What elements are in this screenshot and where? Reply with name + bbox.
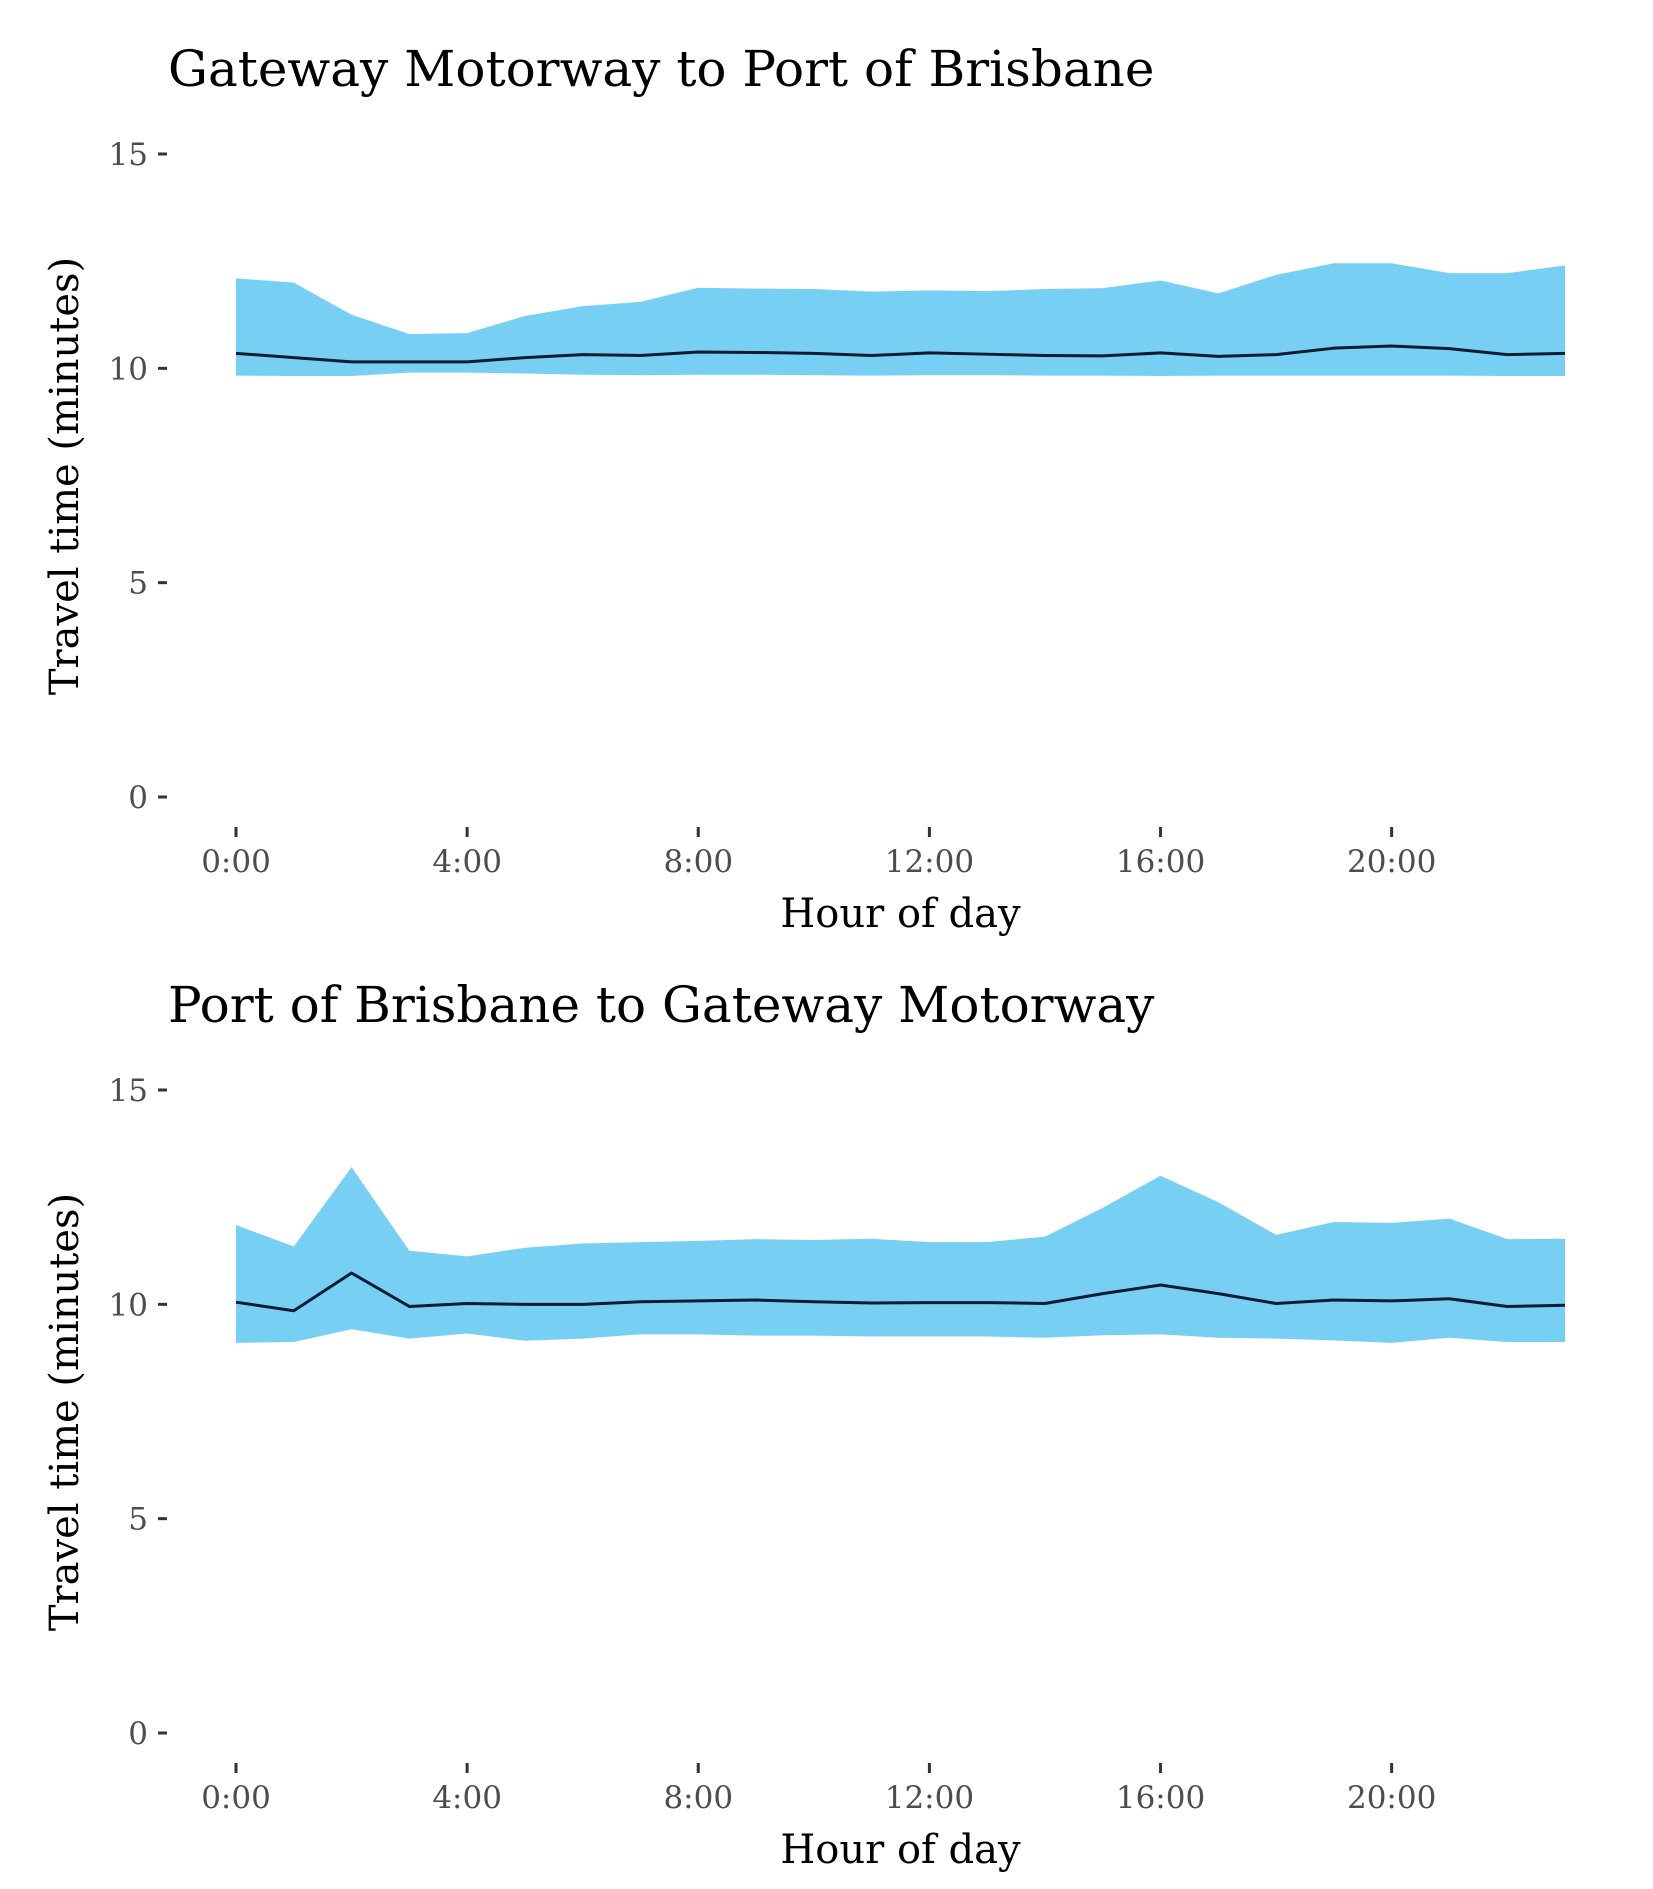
x-tick-label: 20:00 [1347, 844, 1436, 880]
x-tick-label: 16:00 [1116, 844, 1205, 880]
chart-panel-2: Port of Brisbane to Gateway Motorway 0 5 10… [42, 976, 1566, 1873]
x-tick-label: 12:00 [885, 844, 974, 880]
y-tick-label: 15 [109, 137, 148, 173]
chart-title: Port of Brisbane to Gateway Motorway [168, 976, 1155, 1034]
x-tick-label: 16:00 [1116, 1780, 1205, 1816]
median-line [235, 344, 1566, 364]
y-tick-label: 15 [109, 1073, 148, 1109]
chart-title: Gateway Motorway to Port of Brisbane [168, 40, 1154, 98]
x-axis-label: Hour of day [780, 891, 1021, 937]
x-tick-label: 20:00 [1347, 1780, 1436, 1816]
y-tick-label: 5 [128, 566, 148, 602]
x-tick-label: 4:00 [432, 1780, 502, 1816]
median-line [235, 1271, 1566, 1313]
x-tick-label: 4:00 [432, 844, 502, 880]
x-tick-label: 8:00 [663, 844, 733, 880]
range-band [236, 263, 1565, 377]
y-axis-label: Travel time (minutes) [42, 257, 88, 695]
range-band [236, 1167, 1565, 1343]
x-tick-label: 0:00 [201, 844, 271, 880]
y-tick-label: 5 [128, 1502, 148, 1538]
y-tick-label: 0 [128, 780, 148, 816]
y-tick-label: 0 [128, 1716, 148, 1752]
x-tick-label: 12:00 [885, 1780, 974, 1816]
x-tick-label: 0:00 [201, 1780, 271, 1816]
y-axis-label: Travel time (minutes) [42, 1193, 88, 1631]
y-tick-label: 10 [109, 1287, 148, 1323]
x-tick-label: 8:00 [663, 1780, 733, 1816]
chart-panel-1: Gateway Motorway to Port of Brisbane 0 5 10… [42, 40, 1566, 937]
y-tick-label: 10 [109, 351, 148, 387]
x-axis-label: Hour of day [780, 1827, 1021, 1873]
